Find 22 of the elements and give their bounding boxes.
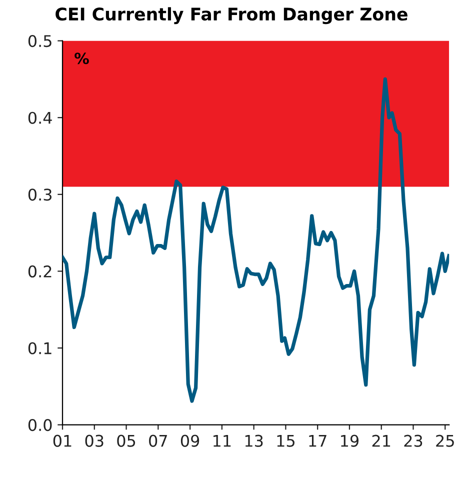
x-tick-label: 21 bbox=[372, 434, 390, 447]
x-tick-label: 13 bbox=[245, 434, 263, 447]
x-tick-label: 11 bbox=[214, 435, 231, 447]
x-tick-label: 03 bbox=[85, 434, 104, 447]
x-tick-label: 19 bbox=[341, 434, 359, 447]
x-tick-label: 15 bbox=[277, 435, 294, 447]
x-tick-label: 23 bbox=[404, 434, 422, 447]
y-tick-label: 0.5 bbox=[28, 35, 52, 48]
annotation: % bbox=[74, 52, 89, 64]
x-tick-label: 25 bbox=[436, 434, 454, 447]
line-series bbox=[62, 77, 450, 403]
x-tick-label: 07 bbox=[149, 434, 167, 447]
x-tick-label: 01 bbox=[53, 434, 72, 447]
y-tick-label: 0.1 bbox=[28, 342, 52, 354]
y-tick-label: 0.2 bbox=[28, 265, 52, 278]
y-tick-label: 0.4 bbox=[28, 112, 52, 124]
chart-title: CEI Currently Far From Danger Zone bbox=[56, 7, 408, 24]
y-tick-label: 0.3 bbox=[28, 188, 52, 201]
x-tick-label: 09 bbox=[180, 434, 200, 447]
x-tick-label: 17 bbox=[309, 435, 326, 447]
y-tick-label: 0.0 bbox=[28, 419, 52, 432]
x-tick-label: 05 bbox=[117, 434, 136, 447]
